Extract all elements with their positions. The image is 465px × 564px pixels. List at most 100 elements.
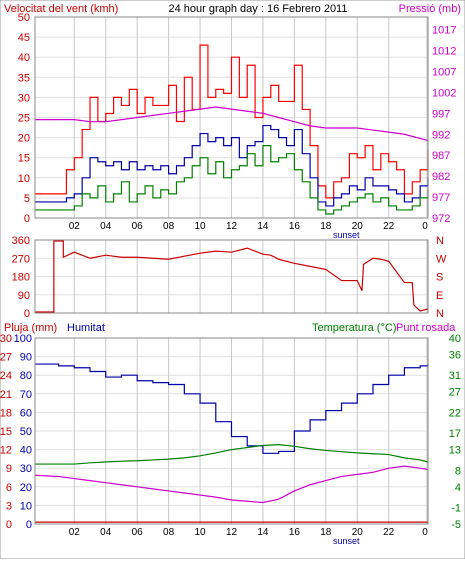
dewpoint-series-line xyxy=(34,465,429,504)
wind-y-tick-label: 40 xyxy=(18,52,30,64)
wind-y-tick-label: 25 xyxy=(18,113,30,125)
wind-panel-frame xyxy=(34,16,429,219)
humidity-y-tick-label: 50 xyxy=(20,426,32,438)
tick-layer: 0510152025303540455097297798298799299710… xyxy=(0,12,461,546)
wind-x-tick-label: 14 xyxy=(257,221,269,232)
humidity-y-tick-label: 0 xyxy=(26,519,32,531)
pressure-y-tick-label: 972 xyxy=(432,213,450,225)
wind-x-tick-label: 20 xyxy=(352,221,364,232)
gust-series-line xyxy=(35,44,429,199)
wind-annotation: sunset xyxy=(333,230,360,240)
humidity-y-tick-label: 40 xyxy=(20,445,32,457)
humidity-y-tick-label: 20 xyxy=(20,482,32,494)
direction-y-tick-label: 360 xyxy=(12,235,30,247)
temperature-series-line xyxy=(35,444,429,465)
rain-y-tick-label: 27 xyxy=(0,352,12,364)
rain-y-tick-label: 9 xyxy=(6,463,12,475)
wind-y-tick-label: 30 xyxy=(18,92,30,104)
temperature-y-tick-label: 4 xyxy=(455,482,461,494)
humidity-panel-frame xyxy=(34,337,429,525)
rain-y-tick-label: 3 xyxy=(6,500,12,512)
wind-y-tick-label: 15 xyxy=(18,153,30,165)
temperature-y-tick-label: 17 xyxy=(449,428,461,440)
temperature-y-tick-label: 31 xyxy=(449,370,461,382)
dewpoint-axis-label: Punt rosada xyxy=(396,322,456,334)
humidity-axis-label: Humitat xyxy=(67,322,105,334)
pressure-y-tick-label: 1012 xyxy=(432,46,456,58)
direction-compass-label: N xyxy=(436,308,444,320)
rain-y-tick-label: 18 xyxy=(0,407,12,419)
humidity-x-tick-label: 02 xyxy=(69,527,81,538)
direction-compass-label: E xyxy=(436,290,443,302)
wind-x-tick-label: 22 xyxy=(383,221,395,232)
rain-y-tick-label: 6 xyxy=(6,482,12,494)
humidity-x-tick-label: 04 xyxy=(100,527,112,538)
humidity-y-tick-label: 10 xyxy=(20,500,32,512)
humidity-y-tick-label: 100 xyxy=(14,333,32,345)
humidity-x-tick-label: 12 xyxy=(226,527,238,538)
humidity-x-tick-label: 10 xyxy=(194,527,206,538)
humidity-y-tick-label: 70 xyxy=(20,389,32,401)
humidity-annotation: sunset xyxy=(333,536,360,546)
chart-title: 24 hour graph day : 16 Febrero 2011 xyxy=(169,3,348,15)
temperature-y-tick-label: 40 xyxy=(449,333,461,345)
temperature-y-tick-label: 8 xyxy=(455,465,461,477)
minwind-series-line xyxy=(35,145,429,215)
direction-compass-label: W xyxy=(436,253,447,265)
humidity-y-tick-label: 30 xyxy=(20,463,32,475)
humidity-x-tick-label: 18 xyxy=(320,527,332,538)
wind-y-tick-label: 35 xyxy=(18,72,30,84)
direction-y-tick-label: 90 xyxy=(18,290,30,302)
direction-y-tick-label: 270 xyxy=(12,253,30,265)
rain-axis-label: Pluja (mm) xyxy=(4,322,57,334)
wind-x-end-tick-label: 0 xyxy=(422,221,428,232)
temperature-y-tick-label: -5 xyxy=(451,519,461,531)
direction-compass-label: N xyxy=(436,235,444,247)
humidity-x-tick-label: 16 xyxy=(289,527,301,538)
direction-y-tick-label: 0 xyxy=(24,308,30,320)
rain-y-tick-label: 30 xyxy=(0,333,12,345)
pressure-y-tick-label: 992 xyxy=(432,129,450,141)
wind-x-tick-label: 10 xyxy=(194,221,206,232)
humidity-y-tick-label: 60 xyxy=(20,407,32,419)
wind-y-tick-label: 45 xyxy=(18,32,30,44)
humidity-series-line xyxy=(35,363,429,454)
pressure-series-line xyxy=(35,106,429,142)
avgwind-series-line xyxy=(35,124,429,207)
humidity-y-tick-label: 80 xyxy=(20,370,32,382)
humidity-x-tick-label: 22 xyxy=(383,527,395,538)
wind-x-tick-label: 18 xyxy=(320,221,332,232)
rain-y-tick-label: 24 xyxy=(0,370,12,382)
humidity-x-tick-label: 06 xyxy=(132,527,144,538)
rain-y-tick-label: 12 xyxy=(0,445,12,457)
pressure-y-tick-label: 1002 xyxy=(432,87,456,99)
pressure-y-tick-label: 977 xyxy=(432,192,450,204)
wind-y-tick-label: 10 xyxy=(18,173,30,185)
rain-y-tick-label: 0 xyxy=(6,519,12,531)
humidity-y-tick-label: 90 xyxy=(20,352,32,364)
humidity-x-tick-label: 14 xyxy=(257,527,269,538)
wind-y-tick-label: 5 xyxy=(24,193,30,205)
wind-x-tick-label: 08 xyxy=(163,221,175,232)
wind-x-tick-label: 12 xyxy=(226,221,238,232)
wind-x-tick-label: 02 xyxy=(69,221,81,232)
temperature-y-tick-label: 36 xyxy=(449,350,461,362)
rain-y-tick-label: 21 xyxy=(0,389,12,401)
direction-compass-label: S xyxy=(436,272,443,284)
wind-x-tick-label: 04 xyxy=(100,221,112,232)
pressure-y-tick-label: 987 xyxy=(432,150,450,162)
wind-y-tick-label: 20 xyxy=(18,133,30,145)
humidity-x-tick-label: 08 xyxy=(163,527,175,538)
wind-y-tick-label: 0 xyxy=(24,213,30,225)
direction-series-line xyxy=(35,240,429,313)
pressure-y-tick-label: 1017 xyxy=(432,25,456,37)
temperature-y-tick-label: 13 xyxy=(449,445,461,457)
humidity-x-end-tick-label: 0 xyxy=(422,527,428,538)
wind-x-tick-label: 16 xyxy=(289,221,301,232)
humidity-x-tick-label: 20 xyxy=(352,527,364,538)
direction-y-tick-label: 180 xyxy=(12,272,30,284)
series-layer xyxy=(34,44,429,523)
